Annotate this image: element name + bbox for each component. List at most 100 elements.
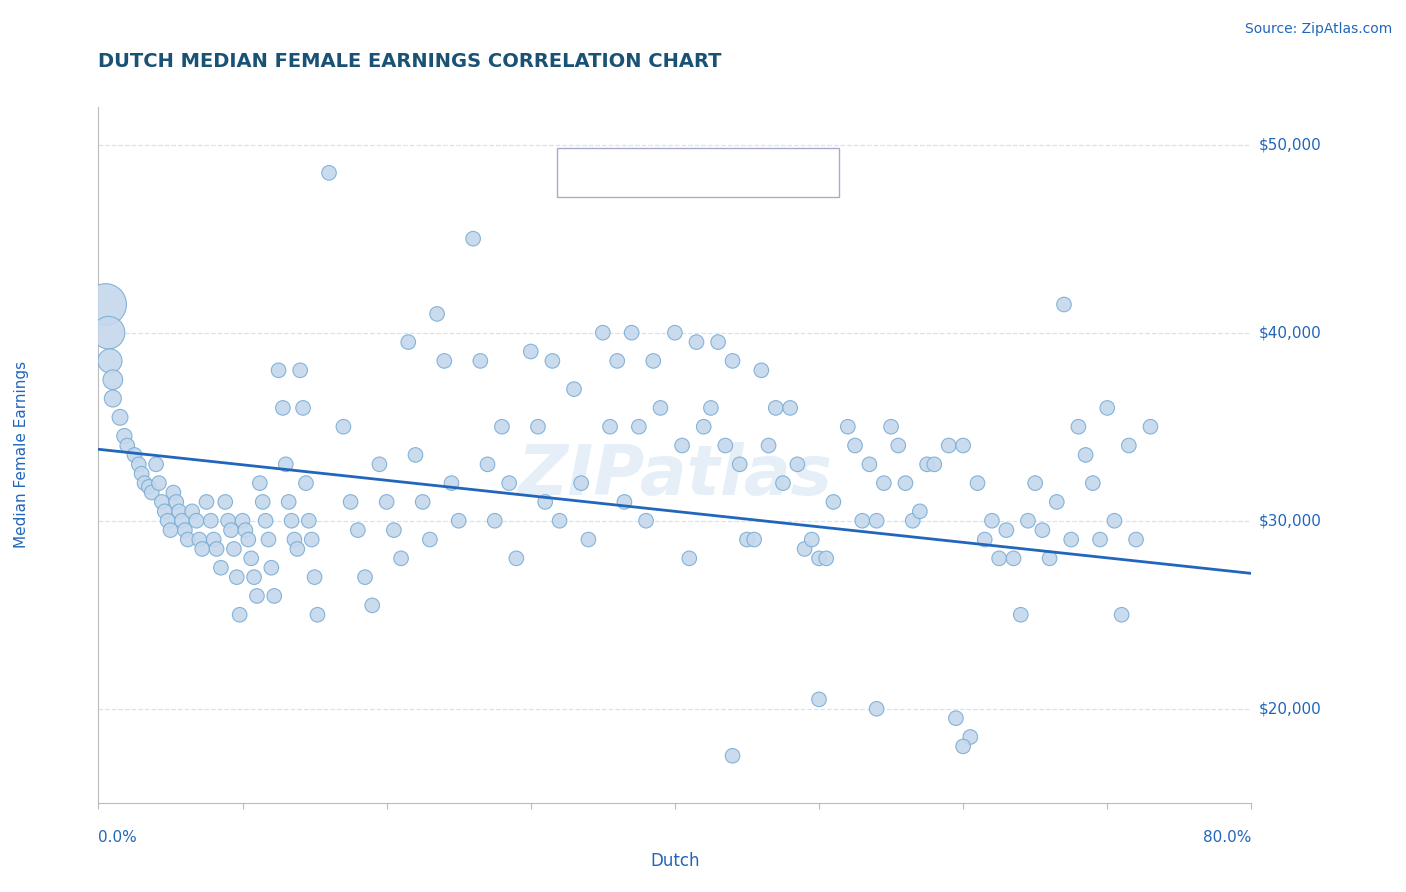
Point	[887, 438, 910, 452]
Point	[988, 551, 1011, 566]
Point	[650, 401, 672, 415]
Point	[908, 504, 931, 518]
Point	[346, 523, 368, 537]
Point	[167, 504, 190, 518]
Point	[186, 514, 208, 528]
Point	[1010, 607, 1032, 622]
Point	[260, 560, 283, 574]
Point	[205, 541, 228, 556]
Point	[1002, 551, 1025, 566]
Point	[354, 570, 377, 584]
Point	[901, 514, 924, 528]
Point	[606, 354, 628, 368]
Point	[440, 476, 463, 491]
Point	[627, 419, 650, 434]
Point	[772, 476, 794, 491]
Point	[396, 335, 419, 350]
Point	[880, 419, 903, 434]
Text: $30,000: $30,000	[1258, 513, 1322, 528]
Point	[800, 533, 823, 547]
Point	[491, 419, 513, 434]
Text: -0.291: -0.291	[641, 164, 695, 182]
Point	[541, 354, 564, 368]
Point	[1097, 401, 1119, 415]
Point	[235, 523, 257, 537]
Point	[181, 504, 204, 518]
Point	[520, 344, 543, 359]
Point	[138, 480, 160, 494]
Text: 103: 103	[754, 164, 786, 182]
Point	[243, 570, 266, 584]
Point	[101, 392, 124, 406]
Point	[447, 514, 470, 528]
Point	[267, 363, 290, 377]
Point	[714, 438, 737, 452]
Point	[922, 458, 945, 472]
Point	[751, 363, 773, 377]
Point	[1081, 476, 1104, 491]
Point	[569, 476, 592, 491]
Point	[915, 458, 938, 472]
Text: $20,000: $20,000	[1258, 701, 1322, 716]
Text: R =: R =	[606, 164, 641, 182]
Point	[274, 458, 297, 472]
Point	[779, 401, 801, 415]
Point	[165, 495, 187, 509]
Text: 0.0%: 0.0%	[98, 830, 138, 845]
Point	[170, 514, 193, 528]
Text: Dutch: Dutch	[650, 852, 700, 870]
Point	[952, 438, 974, 452]
Text: $40,000: $40,000	[1258, 326, 1322, 340]
Point	[578, 533, 600, 547]
Point	[285, 541, 308, 556]
Point	[145, 458, 167, 472]
Point	[527, 419, 550, 434]
Point	[188, 533, 211, 547]
Point	[959, 730, 981, 744]
Point	[214, 495, 236, 509]
Point	[636, 514, 658, 528]
Point	[477, 458, 499, 472]
Text: ZIPatlas: ZIPatlas	[517, 442, 832, 509]
Point	[873, 476, 896, 491]
Point	[298, 514, 321, 528]
Point	[263, 589, 285, 603]
Point	[966, 476, 988, 491]
Point	[141, 485, 163, 500]
Point	[837, 419, 859, 434]
Point	[228, 607, 250, 622]
Point	[765, 401, 787, 415]
Point	[823, 495, 845, 509]
Point	[159, 523, 181, 537]
Point	[368, 458, 391, 472]
Point	[283, 533, 305, 547]
Point	[202, 533, 225, 547]
Point	[271, 401, 294, 415]
Point	[807, 692, 830, 706]
Point	[240, 551, 263, 566]
Point	[1074, 448, 1097, 462]
Point	[498, 476, 520, 491]
Point	[742, 533, 765, 547]
Point	[945, 711, 967, 725]
Point	[534, 495, 557, 509]
Point	[101, 373, 124, 387]
Point	[249, 476, 271, 491]
Point	[505, 551, 527, 566]
Point	[620, 326, 643, 340]
Point	[128, 458, 150, 472]
Point	[851, 514, 873, 528]
Point	[1088, 533, 1111, 547]
Point	[252, 495, 274, 509]
Point	[952, 739, 974, 754]
Point	[671, 438, 693, 452]
Point	[807, 551, 830, 566]
Point	[678, 551, 700, 566]
Point	[685, 335, 707, 350]
Text: Source: ZipAtlas.com: Source: ZipAtlas.com	[1244, 22, 1392, 37]
Point	[150, 495, 173, 509]
Point	[470, 354, 492, 368]
Point	[318, 166, 340, 180]
Point	[973, 533, 995, 547]
Point	[257, 533, 280, 547]
